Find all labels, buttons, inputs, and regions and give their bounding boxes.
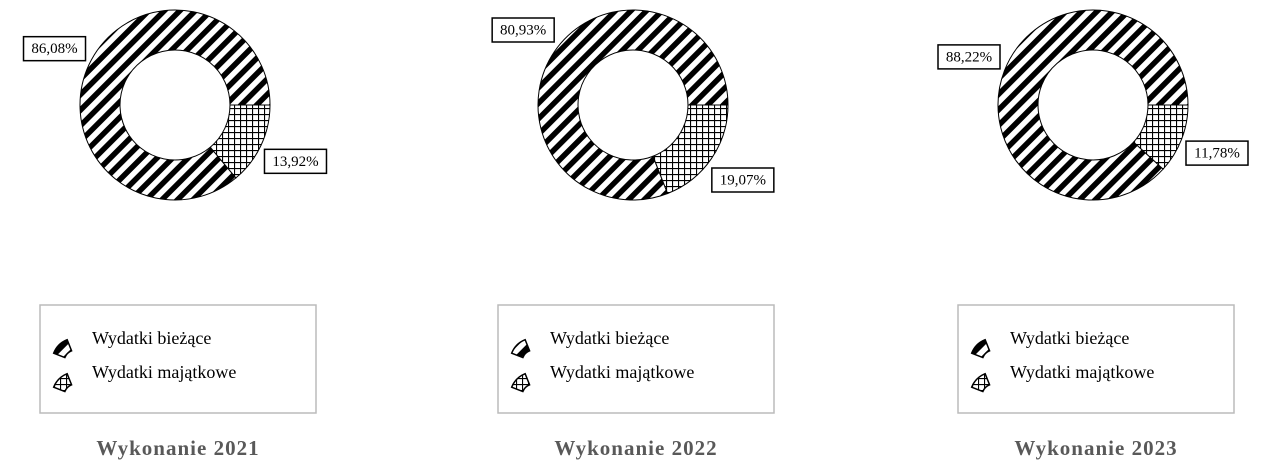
data-label-box <box>711 167 775 193</box>
legend-icon <box>970 338 991 359</box>
donut-slice <box>652 104 729 195</box>
data-label: 80,93% <box>500 22 546 38</box>
donut-slice <box>209 104 271 179</box>
legend-label: Wydatki bieżące <box>1010 328 1129 348</box>
legend-label: Wydatki majątkowe <box>550 362 694 382</box>
chart-title: Wykonanie 2023 <box>1014 436 1177 460</box>
data-label: 86,08% <box>31 41 77 57</box>
legend-box <box>957 304 1235 414</box>
legend-icon <box>510 372 531 393</box>
data-label-box <box>22 35 87 62</box>
data-label-box <box>491 17 555 43</box>
data-label-box <box>937 44 1001 70</box>
donut-slice <box>537 9 729 201</box>
legend-icon <box>970 372 991 393</box>
data-label-box <box>263 148 328 175</box>
legend-icon <box>52 338 73 359</box>
legend-icon <box>52 372 73 393</box>
legend-box <box>497 304 775 414</box>
chart-title: Wykonanie 2022 <box>554 436 717 460</box>
legend-label: Wydatki majątkowe <box>1010 362 1154 382</box>
legend-label: Wydatki bieżące <box>550 328 669 348</box>
data-label: 88,22% <box>946 49 992 65</box>
legend-box <box>39 304 317 414</box>
legend-icon <box>510 338 531 359</box>
data-label: 19,07% <box>720 172 766 188</box>
chart-title: Wykonanie 2021 <box>96 436 259 460</box>
legend-label: Wydatki bieżące <box>92 328 211 348</box>
data-label: 13,92% <box>272 154 318 170</box>
donut-slice <box>997 9 1189 201</box>
data-label: 11,78% <box>1194 146 1240 162</box>
legend-label: Wydatki majątkowe <box>92 362 236 382</box>
donut-slice <box>1132 104 1189 170</box>
data-label-box <box>1185 140 1249 166</box>
donut-slice <box>79 9 271 201</box>
